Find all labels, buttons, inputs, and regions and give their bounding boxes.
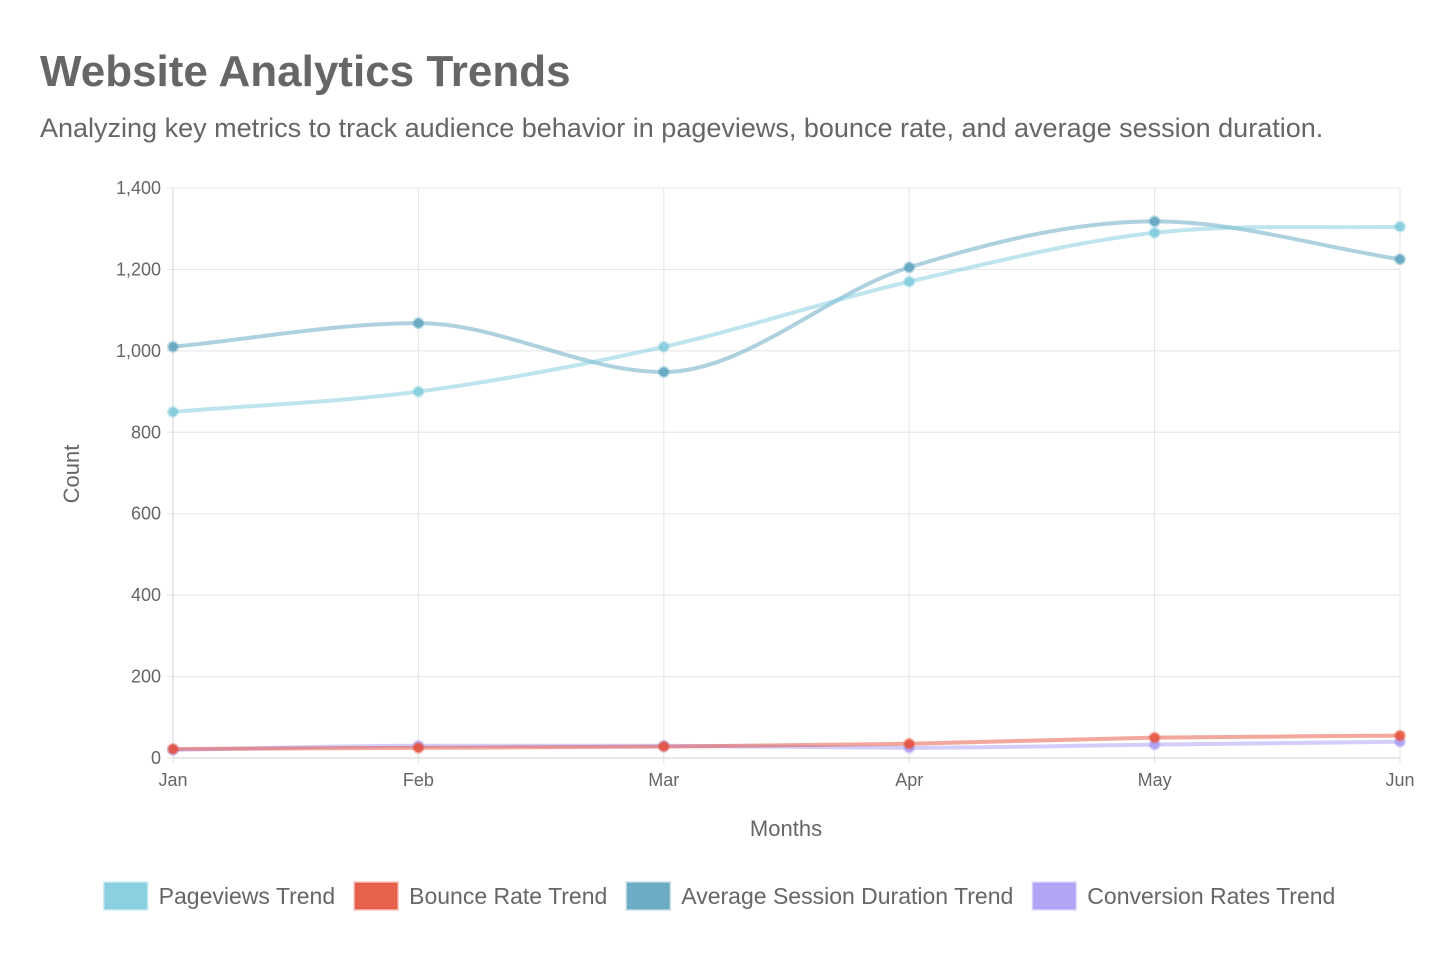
legend-item[interactable]: Average Session Duration Trend bbox=[625, 881, 1013, 911]
data-point[interactable] bbox=[1148, 215, 1161, 228]
legend-swatch bbox=[625, 881, 671, 911]
data-point[interactable] bbox=[1394, 220, 1406, 233]
series-0 bbox=[167, 220, 1406, 418]
data-point[interactable] bbox=[1148, 226, 1161, 239]
x-tick-label: Jan bbox=[158, 770, 187, 790]
data-point[interactable] bbox=[1394, 253, 1406, 266]
x-tick-label: Mar bbox=[648, 770, 679, 790]
y-tick-label: 200 bbox=[131, 667, 161, 687]
x-tick-label: May bbox=[1138, 770, 1172, 790]
legend-swatch bbox=[103, 881, 149, 911]
legend: Pageviews Trend Bounce Rate Trend Average … bbox=[103, 881, 1335, 911]
legend-item[interactable]: Pageviews Trend bbox=[103, 881, 335, 911]
series-line bbox=[171, 219, 1402, 375]
data-point[interactable] bbox=[167, 405, 179, 418]
y-tick-label: 800 bbox=[131, 422, 161, 442]
y-axis-ticks: 0 200 400 600 800 1,000 1,200 1,400 bbox=[116, 178, 161, 768]
legend-label: Pageviews Trend bbox=[159, 883, 335, 909]
data-point[interactable] bbox=[167, 340, 179, 353]
data-point[interactable] bbox=[903, 737, 916, 750]
x-tick-label: Apr bbox=[895, 770, 923, 790]
data-point[interactable] bbox=[167, 743, 179, 756]
y-axis-title: Count bbox=[59, 445, 84, 504]
legend-item[interactable]: Bounce Rate Trend bbox=[353, 881, 607, 911]
data-point[interactable] bbox=[1394, 729, 1406, 742]
data-point[interactable] bbox=[412, 317, 425, 330]
data-point[interactable] bbox=[657, 340, 670, 353]
legend-swatch bbox=[1031, 881, 1077, 911]
series-lines bbox=[167, 215, 1406, 756]
x-tick-label: Jun bbox=[1385, 770, 1414, 790]
series-1 bbox=[167, 729, 1406, 756]
data-point[interactable] bbox=[1148, 731, 1161, 744]
legend-label: Bounce Rate Trend bbox=[409, 883, 607, 909]
x-axis-ticks: Jan Feb Mar Apr May Jun bbox=[158, 770, 1414, 790]
legend-item[interactable]: Conversion Rates Trend bbox=[1031, 881, 1335, 911]
series-line bbox=[171, 733, 1402, 752]
y-tick-label: 1,000 bbox=[116, 341, 161, 361]
data-point[interactable] bbox=[657, 366, 670, 379]
data-point[interactable] bbox=[657, 740, 670, 753]
legend-swatch bbox=[353, 881, 399, 911]
legend-label: Conversion Rates Trend bbox=[1087, 883, 1335, 909]
x-tick-label: Feb bbox=[403, 770, 434, 790]
data-point[interactable] bbox=[412, 741, 425, 754]
data-point[interactable] bbox=[412, 385, 425, 398]
y-tick-label: 1,200 bbox=[116, 259, 161, 279]
data-point[interactable] bbox=[903, 275, 916, 288]
chart-title: Website Analytics Trends bbox=[40, 47, 571, 96]
data-point[interactable] bbox=[903, 261, 916, 274]
series-2 bbox=[167, 215, 1406, 379]
y-tick-label: 0 bbox=[151, 748, 161, 768]
y-tick-label: 400 bbox=[131, 585, 161, 605]
x-axis-title: Months bbox=[750, 816, 822, 841]
chart-subtitle: Analyzing key metrics to track audience … bbox=[40, 113, 1324, 143]
legend-label: Average Session Duration Trend bbox=[681, 883, 1013, 909]
y-tick-label: 1,400 bbox=[116, 178, 161, 198]
grid-lines bbox=[167, 187, 1401, 764]
series-line bbox=[171, 224, 1402, 414]
y-tick-label: 600 bbox=[131, 504, 161, 524]
